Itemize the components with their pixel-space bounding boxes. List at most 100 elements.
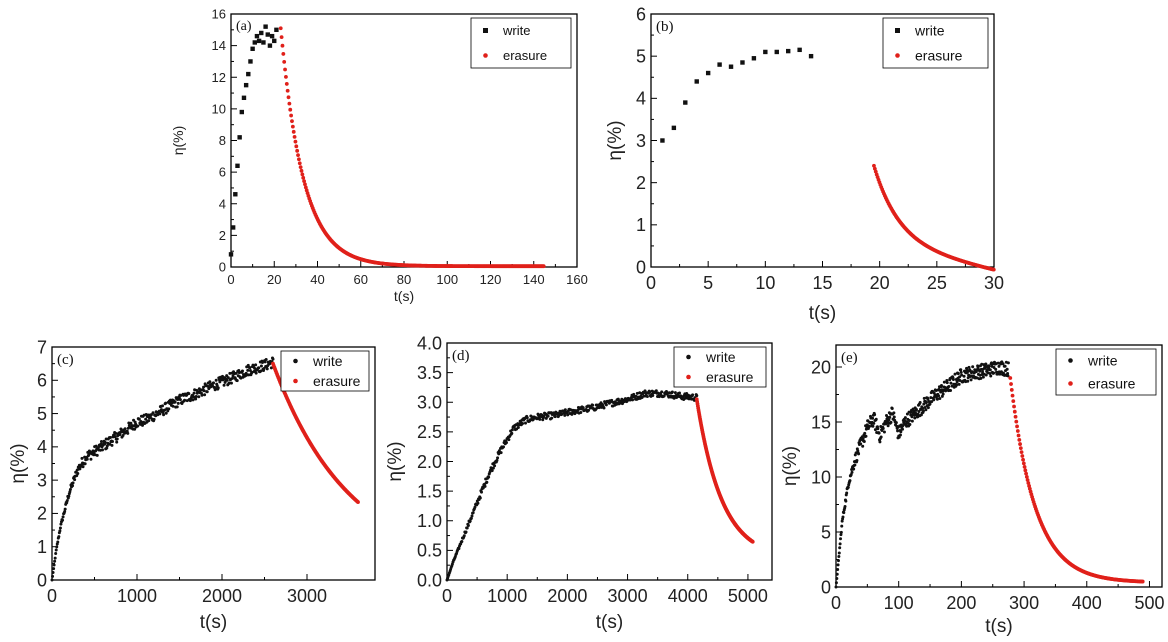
- data-point-erasure: [1015, 424, 1019, 429]
- data-point-write: [259, 364, 263, 368]
- y-tick-label: 4: [636, 89, 646, 109]
- y-tick-label: 4.0: [417, 333, 442, 353]
- data-point-write: [1003, 364, 1007, 368]
- data-point-write: [945, 381, 949, 385]
- data-point-write: [115, 437, 119, 441]
- series-erasure: [1008, 376, 1145, 584]
- x-tick-label: 2000: [202, 586, 242, 606]
- data-point-write: [834, 585, 838, 589]
- data-point-write: [254, 33, 260, 39]
- data-point-write: [254, 371, 258, 375]
- data-point-write: [510, 431, 514, 435]
- data-point-write: [852, 467, 856, 471]
- x-tick-label: 5: [703, 273, 713, 293]
- data-point-write: [208, 380, 212, 384]
- data-point-write: [104, 437, 108, 441]
- data-point-erasure: [284, 82, 289, 86]
- y-tick-label: 3: [636, 131, 646, 151]
- data-point-write: [263, 24, 268, 29]
- data-point-write: [67, 494, 71, 498]
- data-point-write: [493, 464, 497, 468]
- data-point-erasure: [1025, 478, 1030, 482]
- x-tick-label: 140: [523, 272, 545, 287]
- legend-box: [882, 17, 989, 69]
- data-point-write: [1001, 362, 1005, 366]
- data-point-write: [932, 391, 936, 395]
- data-point-write: [877, 431, 881, 435]
- y-tick-label: 20: [811, 357, 831, 377]
- x-tick-label: 1000: [487, 586, 527, 606]
- data-point-write: [929, 396, 933, 400]
- chart-panel-c: 0 1000 2000 3000 0 1 2 3 4 5 6 7 t(s) η(%) (c) write era…: [8, 337, 376, 633]
- data-point-write: [872, 421, 876, 425]
- data-point-erasure: [288, 107, 293, 112]
- data-point-write: [516, 426, 520, 430]
- data-point-write: [898, 433, 902, 437]
- data-point-write: [835, 577, 839, 581]
- data-point-write: [478, 496, 482, 500]
- data-point-write: [728, 64, 734, 69]
- data-point-erasure: [299, 168, 304, 173]
- data-point-erasure: [279, 35, 284, 40]
- data-point-write: [951, 378, 955, 382]
- x-tick-label: 0: [831, 593, 841, 613]
- data-point-write: [908, 423, 912, 427]
- panel-label: (c): [57, 352, 74, 368]
- data-point-write: [889, 420, 893, 424]
- x-tick-label: 0: [442, 586, 452, 606]
- data-point-write: [886, 424, 890, 428]
- data-point-write: [835, 572, 839, 576]
- data-point-write: [473, 505, 477, 509]
- data-point-write: [841, 515, 845, 519]
- data-point-write: [58, 526, 62, 530]
- data-point-write: [855, 459, 859, 463]
- data-point-write: [873, 428, 877, 432]
- data-point-write: [469, 516, 473, 520]
- legend-box: [1055, 348, 1157, 396]
- data-point-write: [871, 416, 875, 420]
- data-point-write: [468, 519, 472, 523]
- data-point-erasure: [290, 119, 294, 124]
- data-point-erasure: [1017, 437, 1022, 442]
- legend: write erasure: [1055, 348, 1157, 396]
- data-point-erasure: [298, 165, 303, 170]
- data-point-write: [239, 109, 245, 115]
- data-point-erasure: [1012, 409, 1017, 414]
- y-tick-label: 6: [636, 4, 646, 24]
- data-point-write: [857, 452, 861, 456]
- data-point-write: [525, 416, 529, 420]
- x-tick-label: 200: [946, 593, 976, 613]
- data-point-erasure: [286, 95, 291, 100]
- data-point-write: [261, 40, 266, 45]
- data-point-write: [222, 383, 226, 387]
- y-axis-label: η(%): [170, 126, 186, 156]
- data-point-write: [694, 79, 699, 84]
- data-point-erasure: [1015, 429, 1020, 433]
- data-point-write: [985, 368, 989, 372]
- data-point-write: [63, 510, 67, 514]
- data-point-write: [983, 366, 987, 370]
- data-point-erasure: [297, 157, 301, 162]
- data-point-write: [464, 530, 468, 534]
- data-point-write: [73, 478, 77, 482]
- data-point-write: [839, 530, 843, 534]
- x-axis-label: t(s): [394, 288, 414, 304]
- data-point-write: [80, 456, 84, 460]
- data-point-write: [218, 380, 222, 384]
- data-point-write: [129, 421, 133, 425]
- y-tick-label: 16: [212, 7, 226, 22]
- y-tick-label: 5: [37, 404, 47, 424]
- data-point-write: [51, 574, 55, 578]
- data-point-write: [926, 397, 930, 401]
- data-point-write: [914, 407, 918, 411]
- data-point-write: [271, 357, 275, 361]
- data-point-write: [873, 413, 877, 417]
- data-point-write: [981, 370, 985, 374]
- data-point-write: [246, 368, 250, 372]
- data-point-write: [871, 424, 875, 428]
- data-point-write: [240, 369, 244, 373]
- chart-panel-b: 0 5 10 15 20 25 30 0 1 2 3 4 5 6 t(s) η(%) (b) write erasu…: [605, 4, 1004, 324]
- plot-frame: [835, 344, 1163, 588]
- data-point-write: [899, 430, 903, 434]
